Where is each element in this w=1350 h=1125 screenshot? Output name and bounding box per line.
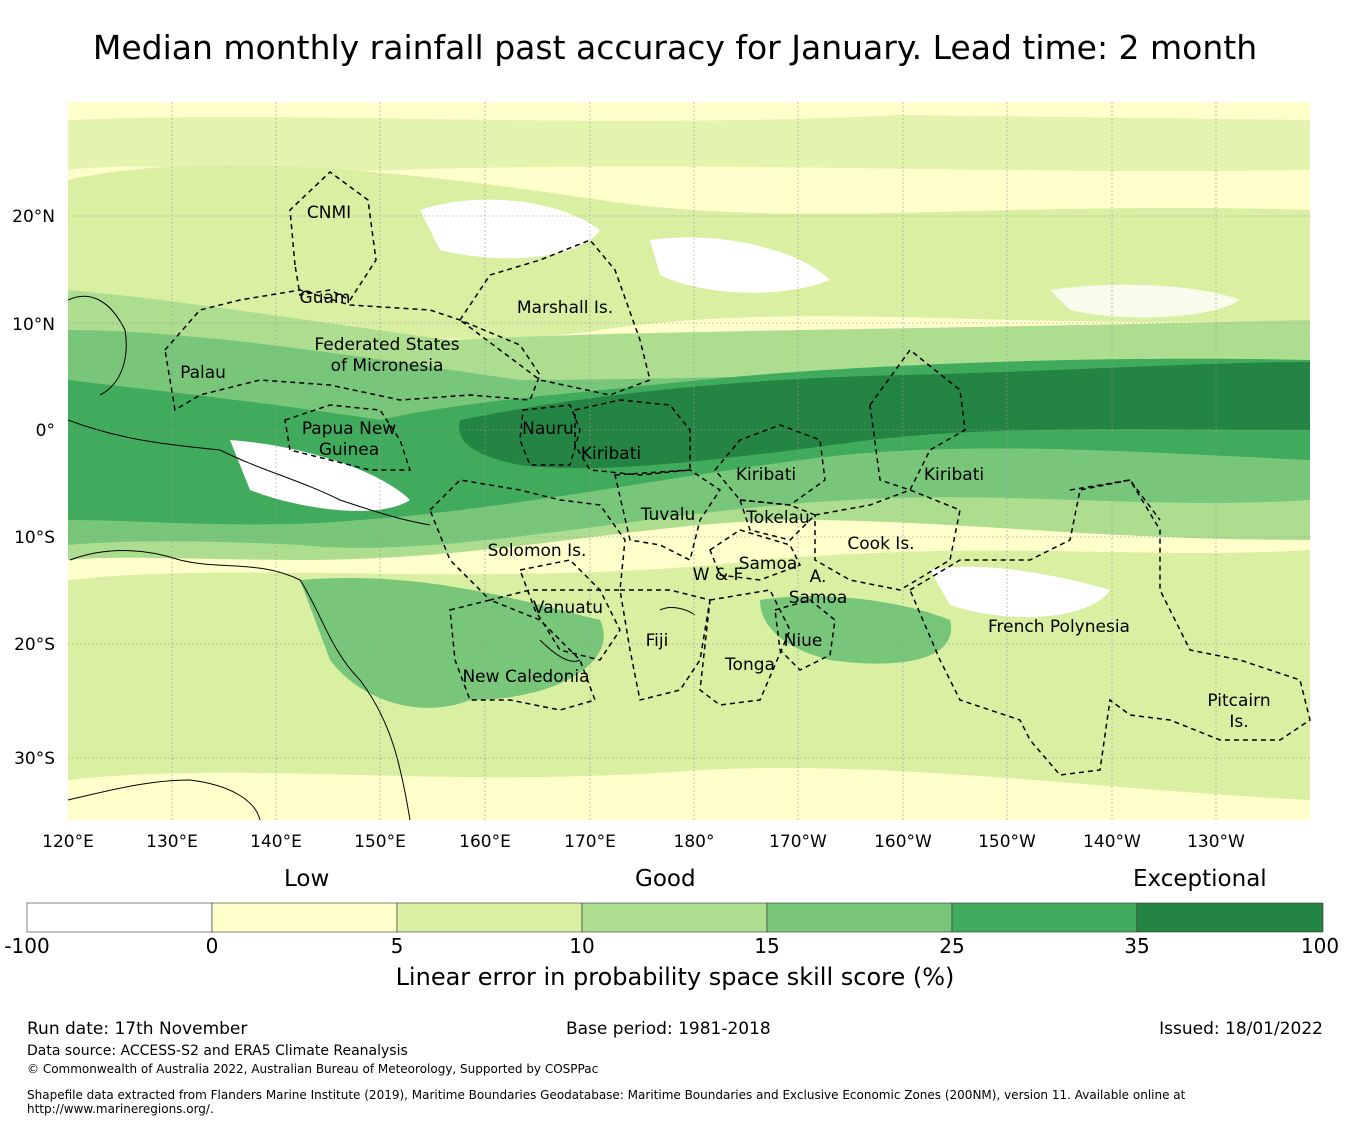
region-label: Cook Is. bbox=[847, 534, 914, 554]
shapefile-credit: Shapefile data extracted from Flanders M… bbox=[27, 1088, 1186, 1102]
region-label: Samoa bbox=[739, 554, 798, 574]
colorbar-swatch bbox=[581, 902, 768, 933]
region-labels: CNMI Guam Marshall Is. Federated States o… bbox=[180, 203, 1271, 732]
colorbar-tick: 0 bbox=[205, 934, 219, 958]
source-url: http://www.marineregions.org/. bbox=[27, 1102, 214, 1116]
colorbar-tick: 15 bbox=[754, 934, 780, 958]
coastlines bbox=[68, 295, 696, 820]
lon-label: 130°W bbox=[1187, 832, 1245, 852]
lat-label: 10°N bbox=[12, 315, 55, 335]
region-label: Kiribati bbox=[581, 444, 641, 464]
region-label: A. Samoa bbox=[789, 567, 848, 608]
skill-shading bbox=[68, 102, 1310, 820]
region-label: Pitcairn Is. bbox=[1207, 691, 1270, 732]
data-source: Data source: ACCESS-S2 and ERA5 Climate … bbox=[27, 1043, 408, 1059]
colorbar-tick: 35 bbox=[1124, 934, 1150, 958]
region-label: French Polynesia bbox=[988, 617, 1130, 637]
lon-label: 140°W bbox=[1083, 832, 1141, 852]
region-label: Kiribati bbox=[924, 465, 984, 485]
eez-boundaries bbox=[164, 171, 1311, 776]
lat-label: 10°S bbox=[14, 528, 55, 548]
region-label: Tuvalu bbox=[640, 505, 696, 525]
lat-label: 0° bbox=[36, 421, 55, 441]
lat-label: 20°S bbox=[14, 635, 55, 655]
lon-label: 170°W bbox=[769, 832, 827, 852]
map-title: Median monthly rainfall past accuracy fo… bbox=[92, 28, 1258, 67]
lon-label: 160°E bbox=[459, 832, 511, 852]
colorbar-swatch bbox=[211, 902, 398, 933]
run-date: Run date: 17th November bbox=[27, 1019, 248, 1039]
colorbar-swatch bbox=[1136, 902, 1324, 933]
colorbar-tick: 100 bbox=[1300, 934, 1340, 958]
base-period: Base period: 1981-2018 bbox=[566, 1019, 771, 1039]
lon-label: 140°E bbox=[250, 832, 302, 852]
lon-label: 160°W bbox=[874, 832, 932, 852]
colorbar bbox=[26, 902, 1324, 933]
colorbar-title: Linear error in probability space skill … bbox=[395, 963, 955, 991]
colorbar-swatch bbox=[951, 902, 1138, 933]
region-label: Niue bbox=[784, 631, 823, 651]
lat-label: 20°N bbox=[12, 207, 55, 227]
region-label: Tokelau bbox=[745, 508, 810, 528]
category-good: Good bbox=[635, 866, 696, 892]
lon-label: 150°E bbox=[354, 832, 406, 852]
colorbar-tick: -100 bbox=[4, 934, 50, 958]
lon-label: 180° bbox=[674, 832, 715, 852]
graticule bbox=[68, 102, 1310, 820]
lon-axis: 120°E 130°E 140°E 150°E 160°E 170°E 180°… bbox=[42, 832, 1245, 852]
region-label: Palau bbox=[180, 363, 226, 383]
colorbar-tick: 5 bbox=[390, 934, 404, 958]
region-label: Tonga bbox=[724, 655, 775, 675]
region-label: Fiji bbox=[646, 631, 669, 651]
colorbar-swatch bbox=[26, 902, 213, 933]
region-label: Vanuatu bbox=[533, 598, 603, 618]
lat-axis: 20°N 10°N 0° 10°S 20°S 30°S bbox=[12, 207, 55, 769]
copyright: © Commonwealth of Australia 2022, Austra… bbox=[27, 1062, 599, 1076]
region-label: Guam bbox=[300, 288, 351, 308]
lon-label: 120°E bbox=[42, 832, 94, 852]
colorbar-tick: 10 bbox=[569, 934, 595, 958]
region-label: Nauru bbox=[522, 419, 574, 439]
lon-label: 150°W bbox=[978, 832, 1036, 852]
region-label: New Caledonia bbox=[462, 667, 589, 687]
category-low: Low bbox=[284, 866, 330, 892]
lat-label: 30°S bbox=[14, 749, 55, 769]
issued-date: Issued: 18/01/2022 bbox=[1159, 1019, 1323, 1039]
region-label: Kiribati bbox=[736, 465, 796, 485]
region-label: CNMI bbox=[307, 203, 351, 223]
colorbar-swatch bbox=[766, 902, 953, 933]
colorbar-swatch bbox=[396, 902, 583, 933]
region-label: Marshall Is. bbox=[517, 298, 613, 318]
region-label: W & F bbox=[693, 565, 744, 585]
colorbar-tick: 25 bbox=[939, 934, 965, 958]
region-label: Federated States of Micronesia bbox=[314, 335, 459, 376]
lon-label: 130°E bbox=[146, 832, 198, 852]
category-exceptional: Exceptional bbox=[1133, 866, 1267, 892]
region-label: Papua New Guinea bbox=[302, 419, 396, 460]
lon-label: 170°E bbox=[564, 832, 616, 852]
region-label: Solomon Is. bbox=[488, 541, 587, 561]
